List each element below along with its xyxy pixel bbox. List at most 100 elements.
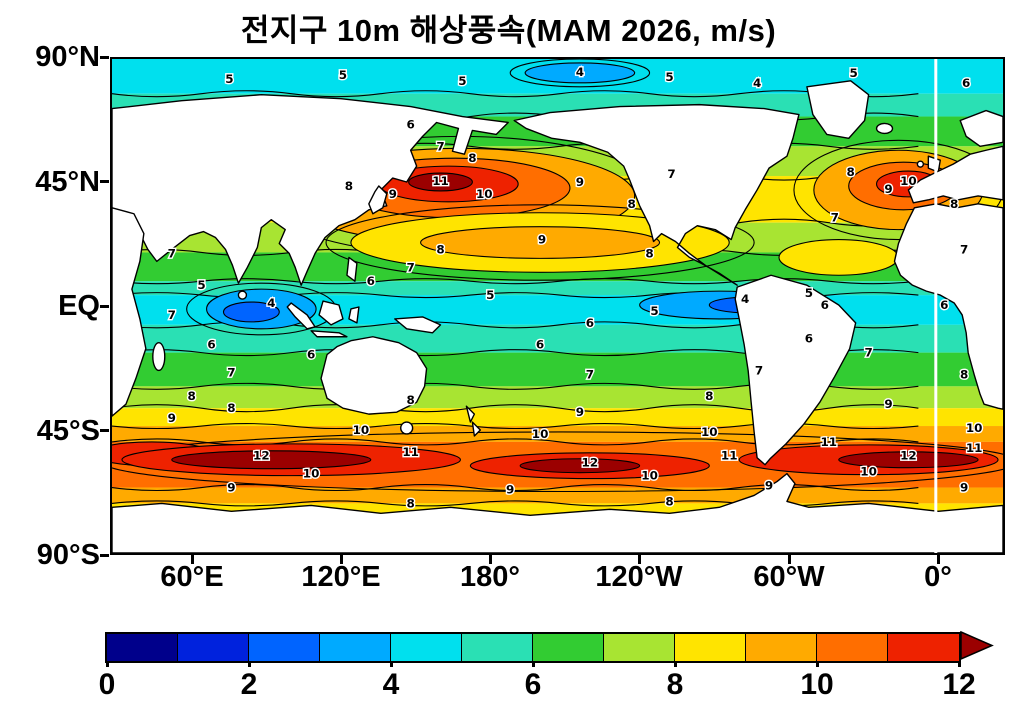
contour-label: 5: [458, 74, 466, 88]
contour-label: 4: [753, 76, 761, 90]
prime-meridian-line: [934, 59, 938, 553]
madagascar: [152, 342, 166, 372]
chart-title: 전지구 10m 해상풍속(MAM 2026, m/s): [240, 13, 777, 48]
contour-label: 9: [576, 405, 584, 419]
colorbar-segment: [533, 634, 604, 661]
tasmania: [400, 421, 414, 435]
y-axis-tick: [100, 429, 109, 432]
colorbar-segment: [462, 634, 533, 661]
contour-label: 8: [705, 389, 713, 403]
contour-label: 12: [582, 456, 599, 470]
contour-label: 9: [227, 481, 235, 495]
contour-label: 4: [741, 292, 749, 306]
y-axis-label: 90°S: [36, 539, 100, 571]
colorbar-tick: [247, 661, 251, 667]
contour-label: 10: [476, 187, 493, 201]
contour-label: 7: [864, 346, 872, 360]
contour-label: 8: [345, 179, 353, 193]
y-axis-tick: [100, 553, 109, 557]
contour-label: 9: [960, 481, 968, 495]
colorbar-segment: [604, 634, 675, 661]
contour-label: 8: [665, 494, 673, 508]
colorbar-tick-label: 2: [240, 668, 258, 701]
x-axis-label: 180°: [460, 561, 520, 593]
contour-label: 9: [538, 233, 546, 247]
contour-label: 10: [303, 467, 320, 481]
north-america: [513, 103, 800, 286]
antarctica: [112, 472, 1003, 553]
contour-label: 4: [576, 65, 584, 79]
x-axis-label: 120°E: [301, 561, 381, 593]
colorbar-segment: [817, 634, 888, 661]
japan: [368, 185, 388, 215]
australia: [320, 336, 428, 415]
borneo: [318, 300, 344, 326]
contour-label: 6: [307, 348, 315, 362]
iceland: [875, 122, 894, 135]
contour-label: 10: [701, 425, 718, 439]
ireland: [916, 160, 925, 168]
contour-label: 9: [765, 479, 773, 493]
colorbar-tick-label: 12: [942, 668, 976, 701]
wind-extrema-blobs: [112, 59, 1003, 493]
contour-label: 10: [641, 469, 658, 483]
colorbar-segment: [107, 634, 178, 661]
contour-label: 6: [940, 298, 948, 312]
contour-label: 7: [831, 211, 839, 225]
contour-label: 10: [900, 174, 917, 188]
new-guinea: [394, 316, 442, 334]
contour-label: 7: [755, 363, 763, 377]
colorbar-segment: [178, 634, 249, 661]
contour-label: 6: [821, 298, 829, 312]
contour-label: 6: [805, 332, 813, 346]
colorbar-tick-label: 8: [666, 668, 684, 701]
colorbar-tick-label: 6: [524, 668, 542, 701]
africa-west: [893, 203, 1003, 410]
colorbar-segment: [320, 634, 391, 661]
colorbar-tick-label: 4: [382, 668, 400, 701]
contour-label: 8: [645, 246, 653, 260]
x-axis-tick: [936, 555, 940, 564]
x-axis-tick: [339, 555, 343, 564]
contour-label: 10: [532, 427, 549, 441]
contour-label: 8: [847, 165, 855, 179]
contour-label: 12: [900, 449, 917, 463]
eurasia: [112, 94, 509, 286]
contour-label: 8: [960, 367, 968, 381]
colorbar-tick: [389, 661, 393, 667]
x-axis-label: 0°: [924, 561, 952, 593]
colorbar-tick: [815, 661, 819, 667]
contour-label: 7: [960, 242, 968, 256]
contour-label: 6: [367, 274, 375, 288]
contour-label: 8: [187, 389, 195, 403]
contour-label: 7: [227, 365, 235, 379]
contour-label: 9: [884, 397, 892, 411]
contour-label: 8: [628, 197, 636, 211]
sulawesi: [348, 306, 360, 324]
contour-label: 8: [468, 151, 476, 165]
colorbar-tick-label: 10: [800, 668, 834, 701]
contour-label: 10: [966, 421, 983, 435]
contour-label: 5: [339, 68, 347, 82]
contour-label: 11: [966, 441, 983, 455]
new-zealand-south: [471, 421, 482, 437]
europe: [907, 145, 1003, 204]
sumatra: [286, 302, 316, 330]
y-axis-label: 90°N: [35, 41, 100, 73]
y-axis-label: 45°N: [35, 165, 100, 198]
colorbar: [105, 632, 961, 663]
x-axis-label: 120°W: [595, 561, 683, 593]
contour-label: 6: [586, 316, 594, 330]
scandinavia: [959, 109, 1003, 147]
x-axis-tick: [190, 555, 194, 564]
colorbar-arrow: [960, 630, 994, 661]
sri-lanka: [237, 290, 248, 300]
contour-label: 7: [586, 367, 594, 381]
contour-label: 8: [407, 393, 415, 407]
contour-label: 9: [389, 187, 397, 201]
contour-label: 8: [407, 496, 415, 510]
contour-label: 5: [805, 286, 813, 300]
